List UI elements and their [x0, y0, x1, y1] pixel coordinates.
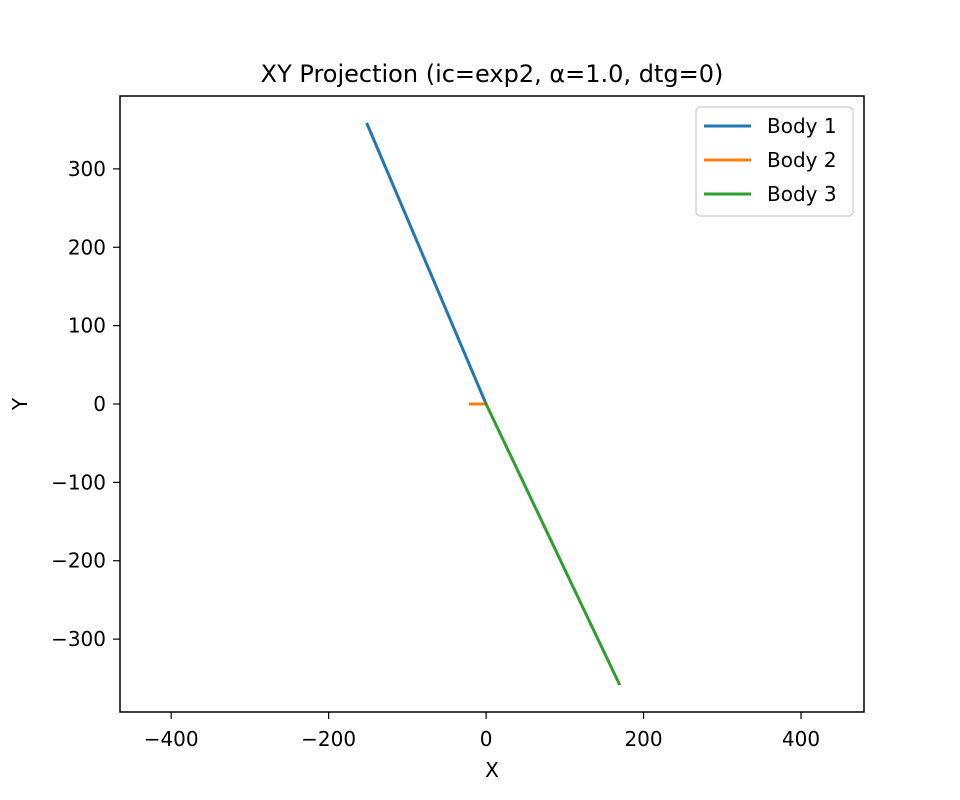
legend: Body 1 Body 2 Body 3 — [695, 106, 854, 217]
series-line-body-1 — [365, 122, 489, 406]
x-tick-label: −200 — [301, 727, 356, 751]
y-tick-label: 300 — [68, 157, 106, 181]
legend-label-body-2: Body 2 — [767, 148, 837, 172]
y-tick-label: −300 — [51, 627, 106, 651]
x-axis: −400 −200 0 200 400 — [144, 712, 820, 751]
y-tick-label: 200 — [68, 235, 106, 259]
y-tick-label: 0 — [93, 392, 106, 416]
y-axis: 300 200 100 0 −100 −200 −300 — [51, 157, 120, 651]
x-axis-label: X — [485, 758, 499, 782]
x-tick-label: 200 — [624, 727, 662, 751]
y-tick-label: −200 — [51, 549, 106, 573]
series-line-body-3 — [484, 402, 622, 686]
x-tick-label: 400 — [782, 727, 820, 751]
y-axis-label: Y — [8, 397, 32, 411]
y-tick-label: −100 — [51, 470, 106, 494]
legend-box — [695, 106, 854, 217]
legend-label-body-1: Body 1 — [767, 114, 837, 138]
y-tick-label: 100 — [68, 314, 106, 338]
chart-title: XY Projection (ic=exp2, α=1.0, dtg=0) — [261, 60, 724, 88]
series-layer — [365, 122, 622, 686]
x-tick-label: −400 — [144, 727, 199, 751]
legend-label-body-3: Body 3 — [767, 182, 837, 206]
x-tick-label: 0 — [480, 727, 493, 751]
